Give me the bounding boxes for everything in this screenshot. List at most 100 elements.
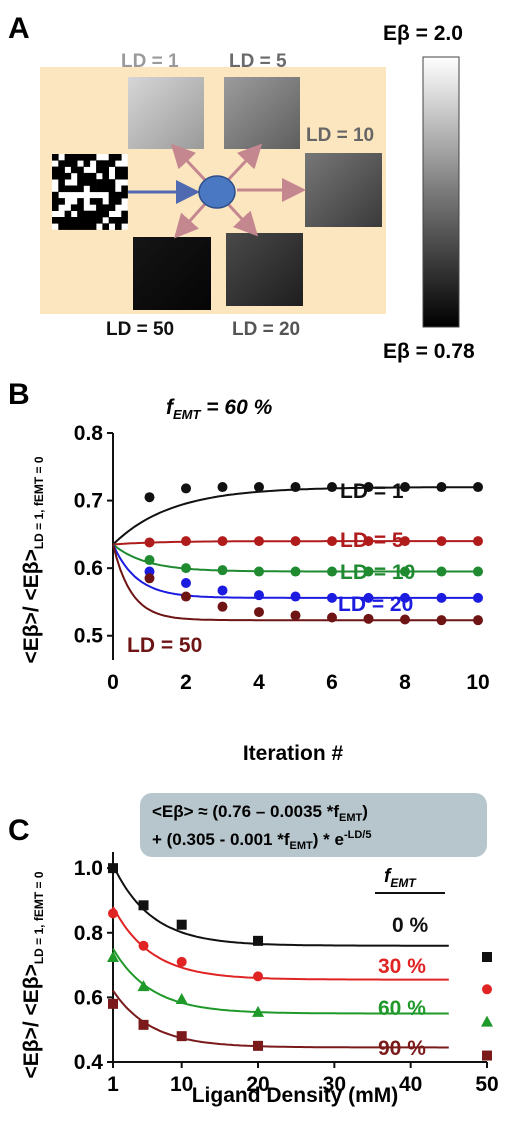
ld20-label: LD = 20 [232, 319, 300, 340]
panel-b-point [400, 536, 410, 547]
binary-pattern-cell [77, 223, 84, 230]
panel-c-fit-line [112, 948, 449, 1015]
panel-c-fit-line [112, 864, 449, 947]
panel-c-series-label: 30 % [378, 955, 426, 978]
panel-c-point [252, 1005, 265, 1017]
binary-pattern-cell [115, 154, 122, 161]
binary-pattern-cell [70, 166, 78, 174]
panel-b-point [327, 566, 337, 577]
binary-pattern-cell [77, 179, 84, 186]
panel-b-point [400, 614, 410, 625]
binary-pattern-cell [121, 166, 128, 174]
panel-b-ylabel: <Eβ>/ <Eβ>LD = 1, fEMT = 0 [20, 456, 46, 663]
panel-b-series-label: LD = 10 [340, 561, 415, 584]
panel-b-point [400, 482, 410, 493]
panel-c-point [253, 971, 264, 982]
arrow-to-ld20 [226, 202, 259, 237]
panel-c-series-label: 60 % [378, 997, 426, 1020]
binary-pattern-cell [115, 166, 122, 174]
binary-pattern-cell [89, 172, 97, 180]
panel-c-point [253, 935, 264, 946]
panel-b-point [181, 578, 191, 589]
binary-pattern-cell [108, 179, 116, 186]
panel-c-point [176, 919, 187, 930]
panel-b-chart: 0.5 0.6 0.7 0.8 0 2 4 6 8 10 LD = 1 LD = 5 LD = 10 LD… [74, 422, 490, 694]
panel-b-point [436, 482, 447, 493]
binary-pattern-cell [58, 166, 65, 174]
panel-b-series-line [112, 544, 478, 622]
panel-b-series-line [112, 486, 478, 546]
binary-pattern-cell [83, 210, 91, 218]
panel-a-letter: A [8, 12, 30, 45]
panel-b-point [254, 590, 264, 601]
panel-c-xtick-label: 40 [399, 1073, 422, 1096]
panel-c-point [176, 1031, 187, 1042]
binary-pattern-cell [89, 185, 97, 193]
binary-pattern-cell [102, 223, 109, 230]
binary-pattern-cell [64, 185, 72, 193]
ld1-label: LD = 1 [121, 51, 179, 72]
panel-c-legend-title: fEMT [384, 866, 417, 890]
binary-pattern-cell [52, 172, 59, 180]
binary-pattern-cell [64, 160, 72, 167]
binary-pattern-cell [77, 154, 84, 161]
formula-line-1: <Eβ> ≈ (0.76 – 0.0035 *fEMT) [152, 802, 368, 824]
panel-b-point [290, 610, 301, 621]
panel-c-point [138, 900, 149, 911]
binary-pattern-cell [115, 172, 122, 180]
panel-b-point [144, 573, 155, 584]
ld50-square [133, 237, 211, 310]
panel-c-point [482, 984, 492, 995]
panel-b-point [327, 482, 337, 493]
binary-pattern-cell [58, 160, 65, 167]
panel-b-point [144, 537, 155, 548]
panel-b-point [254, 566, 264, 577]
binary-pattern-cell [83, 154, 91, 161]
formula-line-2: + (0.305 - 0.001 *fEMT) * e-LD/5 [152, 829, 371, 852]
ld20-square [226, 233, 303, 306]
binary-pattern-cell [58, 198, 65, 205]
binary-pattern-cell [77, 172, 84, 180]
panel-b-point [217, 536, 228, 547]
binary-pattern-cell [96, 217, 103, 224]
binary-pattern-cell [96, 166, 103, 174]
panel-b-point [436, 615, 447, 626]
panel-b-series-label: LD = 1 [340, 480, 404, 503]
binary-pattern-cell [58, 223, 65, 230]
colorbar-top-label: Eβ = 2.0 [383, 22, 463, 45]
panel-c-ytick-label: 0.4 [74, 1051, 104, 1074]
panel-c-point [137, 980, 150, 992]
panel-c-point [482, 952, 492, 962]
binary-pattern-cell [96, 198, 103, 205]
panel-b-ytick-label: 0.5 [74, 625, 104, 648]
binary-pattern-cell [108, 185, 116, 193]
binary-pattern-cell [77, 204, 84, 211]
binary-pattern-cell [70, 204, 78, 211]
panel-b-point [327, 612, 337, 623]
panel-b-point [363, 613, 374, 624]
panel-c-xtick-label: 50 [475, 1073, 498, 1096]
binary-pattern-cell [108, 217, 116, 224]
panel-c-point [253, 1040, 264, 1051]
binary-pattern-cell [102, 166, 109, 174]
formula-box [140, 793, 487, 857]
panel-c-point [482, 1050, 492, 1061]
panel-b-point [217, 585, 228, 596]
binary-pattern-cell [121, 172, 128, 180]
binary-pattern-cell [96, 210, 103, 218]
binary-pattern-cell [102, 210, 109, 218]
binary-pattern-cell [70, 160, 78, 167]
binary-pattern-cell [52, 217, 59, 224]
panel-c-xtick-label: 1 [107, 1073, 119, 1096]
panel-b-xtick-label: 0 [107, 671, 119, 694]
binary-pattern-cell [108, 160, 116, 167]
binary-pattern-cell [96, 185, 103, 193]
binary-pattern-cell [52, 154, 59, 161]
panel-b-point [327, 592, 337, 603]
binary-pattern-cell [58, 179, 65, 186]
binary-pattern-cell [102, 172, 109, 180]
binary-pattern-cell [64, 172, 72, 180]
panel-b-series-label: LD = 50 [127, 634, 202, 657]
binary-pattern-cell [58, 185, 65, 193]
binary-pattern-cell [102, 179, 109, 186]
